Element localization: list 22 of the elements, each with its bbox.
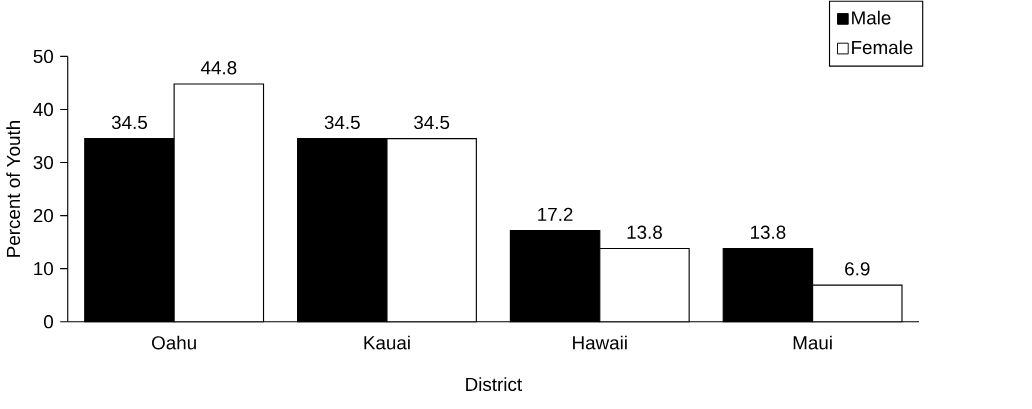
x-axis-title: District bbox=[466, 377, 522, 391]
x-tick-label: Maui bbox=[793, 335, 832, 350]
y-tick-label: 40 bbox=[33, 102, 53, 117]
data-label: 34.5 bbox=[324, 115, 360, 129]
y-tick-label: 50 bbox=[33, 49, 53, 64]
data-label: 34.5 bbox=[414, 115, 450, 129]
y-tick-label: 30 bbox=[33, 155, 53, 170]
data-label: 6.9 bbox=[845, 262, 870, 276]
data-label: 13.8 bbox=[627, 225, 662, 239]
data-label: 44.8 bbox=[200, 61, 237, 75]
data-label: 34.5 bbox=[111, 115, 147, 129]
y-tick-label: 0 bbox=[44, 314, 53, 329]
data-label: 17.2 bbox=[538, 207, 573, 221]
y-axis-title: Percent of Youth bbox=[6, 121, 21, 257]
x-tick-label: Hawaii bbox=[573, 335, 627, 350]
legend-label: Female bbox=[852, 40, 913, 55]
data-label: 13.8 bbox=[751, 225, 786, 239]
x-tick-label: Kauai bbox=[364, 335, 410, 350]
legend-label: Male bbox=[852, 10, 891, 25]
y-tick-label: 20 bbox=[33, 208, 53, 223]
y-tick-label: 10 bbox=[34, 261, 53, 276]
x-tick-label: Oahu bbox=[152, 335, 196, 350]
